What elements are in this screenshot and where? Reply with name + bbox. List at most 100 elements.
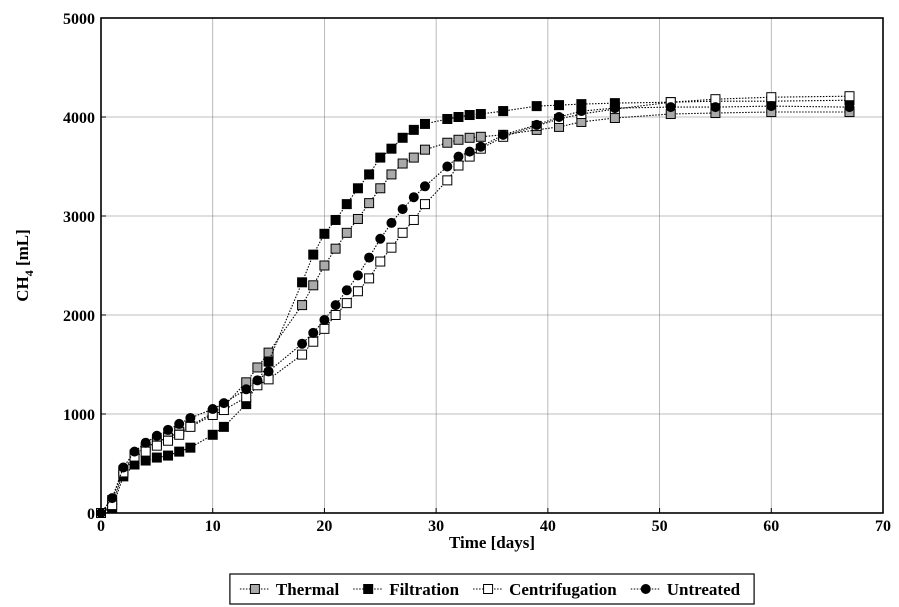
data-point-centrifugation	[453, 160, 464, 171]
data-point-centrifugation	[844, 91, 855, 102]
data-point-thermal	[419, 144, 430, 155]
data-point-filtration	[174, 446, 185, 457]
data-point-centrifugation	[408, 214, 419, 225]
data-point-centrifugation	[140, 446, 151, 457]
data-point-untreated	[140, 437, 151, 448]
data-point-filtration	[207, 429, 218, 440]
data-point-untreated	[297, 338, 308, 349]
data-point-filtration	[442, 113, 453, 124]
data-point-centrifugation	[419, 199, 430, 210]
legend-item-untreated: Untreated	[630, 580, 741, 599]
x-axis-label: Time [days]	[449, 533, 535, 552]
data-point-filtration	[297, 277, 308, 288]
data-point-untreated	[364, 252, 375, 263]
data-point-filtration	[140, 455, 151, 466]
x-tick-label: 70	[875, 518, 891, 535]
y-tick-label: 2000	[63, 308, 95, 325]
data-point-thermal	[475, 131, 486, 142]
legend-item-centrifugation: Centrifugation	[473, 580, 617, 599]
data-point-untreated	[375, 233, 386, 244]
data-point-untreated	[352, 270, 363, 281]
y-axis-label-unit: [mL]	[13, 229, 32, 270]
data-point-untreated	[163, 424, 174, 435]
data-point-untreated	[174, 418, 185, 429]
data-point-untreated	[185, 412, 196, 423]
data-point-filtration	[330, 214, 341, 225]
data-point-untreated	[453, 151, 464, 162]
data-point-filtration	[308, 249, 319, 260]
plot-frame	[100, 17, 884, 514]
data-point-untreated	[531, 119, 542, 130]
data-point-thermal	[308, 280, 319, 291]
data-point-thermal	[453, 134, 464, 145]
data-point-centrifugation	[375, 256, 386, 267]
data-point-untreated	[498, 129, 509, 140]
legend-label-thermal: Thermal	[276, 580, 340, 599]
data-point-filtration	[386, 143, 397, 154]
y-axis-label: CH4 [mL]	[13, 229, 36, 302]
y-tick-label: 4000	[63, 110, 95, 127]
x-tick-label: 0	[97, 518, 105, 535]
data-point-filtration	[163, 450, 174, 461]
data-point-untreated	[129, 446, 140, 457]
data-point-filtration	[475, 109, 486, 120]
data-point-untreated	[218, 398, 229, 409]
data-point-thermal	[263, 347, 274, 358]
legend-marker-thermal	[249, 584, 260, 594]
data-point-filtration	[498, 106, 509, 117]
data-point-untreated	[442, 161, 453, 172]
data-point-untreated	[107, 493, 118, 504]
data-point-filtration	[408, 124, 419, 135]
data-point-thermal	[609, 112, 620, 123]
data-point-centrifugation	[319, 323, 330, 334]
series-line-filtration	[100, 99, 850, 514]
data-point-thermal	[330, 243, 341, 254]
data-point-untreated	[408, 192, 419, 203]
data-point-thermal	[319, 260, 330, 271]
legend-marker-filtration	[363, 584, 374, 594]
series-line-thermal	[100, 111, 850, 514]
data-point-thermal	[464, 132, 475, 143]
data-point-centrifugation	[386, 242, 397, 253]
series-layer	[96, 91, 855, 518]
data-point-untreated	[151, 430, 162, 441]
data-point-untreated	[665, 102, 676, 113]
data-point-thermal	[341, 227, 352, 238]
data-point-untreated	[263, 366, 274, 377]
data-point-untreated	[710, 102, 721, 113]
data-point-centrifugation	[397, 227, 408, 238]
data-point-filtration	[151, 452, 162, 463]
data-point-centrifugation	[185, 421, 196, 432]
data-point-untreated	[118, 462, 129, 473]
series-centrifugation	[96, 91, 855, 518]
data-point-filtration	[531, 101, 542, 112]
x-tick-label: 50	[652, 518, 668, 535]
data-point-thermal	[252, 362, 263, 373]
data-point-filtration	[453, 112, 464, 122]
grid	[101, 18, 883, 513]
data-point-untreated	[330, 300, 341, 311]
data-point-filtration	[319, 228, 330, 239]
legend-marker-centrifugation	[483, 584, 494, 594]
data-point-thermal	[386, 169, 397, 180]
data-point-centrifugation	[297, 349, 308, 360]
data-point-untreated	[554, 112, 565, 122]
data-point-centrifugation	[352, 286, 363, 297]
x-tick-label: 30	[428, 518, 444, 535]
series-thermal	[96, 107, 855, 518]
data-point-centrifugation	[174, 429, 185, 440]
data-point-thermal	[375, 183, 386, 194]
data-point-centrifugation	[330, 310, 341, 320]
y-axis-label-subscript: 4	[22, 270, 36, 276]
data-point-untreated	[464, 146, 475, 157]
x-tick-label: 20	[316, 518, 332, 535]
x-tick-label: 40	[540, 518, 556, 535]
data-point-untreated	[319, 314, 330, 325]
data-point-filtration	[263, 356, 274, 367]
y-tick-label: 5000	[63, 11, 95, 28]
x-tick-label: 60	[763, 518, 779, 535]
legend-label-centrifugation: Centrifugation	[509, 580, 617, 599]
data-point-untreated	[207, 404, 218, 415]
data-point-filtration	[419, 118, 430, 129]
